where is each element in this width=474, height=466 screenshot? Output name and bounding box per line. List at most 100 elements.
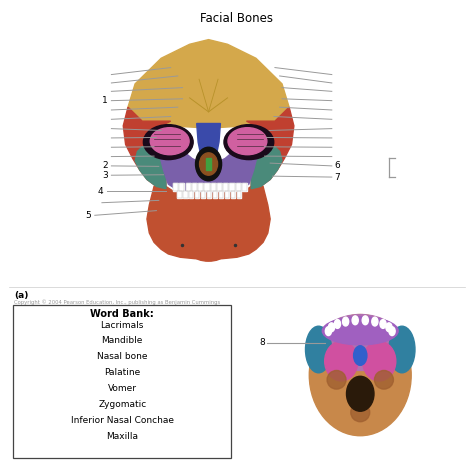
Bar bbox=[229, 183, 235, 191]
Polygon shape bbox=[251, 147, 282, 189]
Text: Inferior Nasal Conchae: Inferior Nasal Conchae bbox=[71, 416, 174, 425]
Bar bbox=[183, 191, 188, 198]
Bar bbox=[189, 191, 193, 198]
Ellipse shape bbox=[325, 327, 331, 336]
Bar bbox=[213, 191, 218, 198]
Text: Nasal bone: Nasal bone bbox=[97, 352, 147, 361]
Polygon shape bbox=[128, 40, 289, 128]
Bar bbox=[230, 191, 235, 198]
Text: 2: 2 bbox=[102, 161, 108, 171]
Bar bbox=[204, 183, 210, 191]
Ellipse shape bbox=[362, 316, 368, 325]
Text: Vomer: Vomer bbox=[108, 384, 137, 393]
Polygon shape bbox=[152, 144, 265, 192]
Bar bbox=[237, 191, 241, 198]
Polygon shape bbox=[147, 186, 270, 260]
Ellipse shape bbox=[343, 317, 349, 326]
Ellipse shape bbox=[128, 12, 289, 235]
Polygon shape bbox=[135, 147, 166, 189]
Bar bbox=[217, 183, 222, 191]
Ellipse shape bbox=[200, 153, 218, 175]
Ellipse shape bbox=[327, 370, 346, 389]
Bar bbox=[225, 191, 229, 198]
Ellipse shape bbox=[374, 370, 393, 389]
Ellipse shape bbox=[363, 341, 396, 381]
Ellipse shape bbox=[352, 316, 358, 325]
Bar bbox=[223, 183, 228, 191]
Bar bbox=[236, 183, 241, 191]
Ellipse shape bbox=[325, 341, 358, 381]
Bar bbox=[210, 183, 216, 191]
Ellipse shape bbox=[389, 326, 415, 373]
Ellipse shape bbox=[372, 317, 378, 326]
Bar bbox=[179, 183, 184, 191]
Bar bbox=[198, 183, 203, 191]
Text: 8: 8 bbox=[260, 338, 265, 347]
Text: Maxilla: Maxilla bbox=[106, 432, 138, 440]
Text: Copyright © 2004 Pearson Education, Inc., publishing as Benjamin Cummings: Copyright © 2004 Pearson Education, Inc.… bbox=[14, 299, 220, 305]
Bar bbox=[242, 183, 247, 191]
Text: Palatine: Palatine bbox=[104, 368, 140, 377]
Polygon shape bbox=[123, 107, 171, 189]
Ellipse shape bbox=[322, 317, 398, 345]
Bar bbox=[179, 183, 184, 191]
Bar bbox=[242, 183, 247, 191]
Ellipse shape bbox=[346, 377, 374, 411]
Bar bbox=[219, 191, 223, 198]
Ellipse shape bbox=[224, 124, 274, 159]
Text: (a): (a) bbox=[14, 291, 28, 300]
Bar bbox=[225, 191, 229, 198]
Bar bbox=[192, 183, 197, 191]
Ellipse shape bbox=[150, 128, 189, 155]
Bar bbox=[201, 191, 205, 198]
Text: 4: 4 bbox=[98, 186, 103, 196]
Bar bbox=[207, 191, 211, 198]
Bar bbox=[229, 183, 235, 191]
Ellipse shape bbox=[194, 250, 223, 261]
Bar bbox=[204, 183, 210, 191]
Ellipse shape bbox=[309, 315, 411, 436]
Bar bbox=[177, 191, 182, 198]
Ellipse shape bbox=[389, 327, 395, 336]
Bar bbox=[173, 183, 178, 191]
Bar bbox=[213, 191, 218, 198]
Text: Zygomatic: Zygomatic bbox=[98, 400, 146, 409]
Bar bbox=[185, 183, 191, 191]
Bar bbox=[13, 305, 231, 458]
Text: Mandible: Mandible bbox=[101, 336, 143, 345]
Polygon shape bbox=[197, 123, 220, 158]
Bar bbox=[207, 191, 211, 198]
Text: Lacrimals: Lacrimals bbox=[100, 321, 144, 329]
Bar bbox=[185, 183, 191, 191]
Ellipse shape bbox=[334, 320, 340, 329]
Text: Facial Bones: Facial Bones bbox=[201, 12, 273, 25]
Bar bbox=[173, 183, 178, 191]
Text: 1: 1 bbox=[102, 96, 108, 105]
Ellipse shape bbox=[380, 320, 386, 329]
Bar bbox=[237, 191, 241, 198]
Bar bbox=[195, 191, 200, 198]
Bar bbox=[206, 158, 211, 170]
Text: Word Bank:: Word Bank: bbox=[91, 309, 154, 319]
Text: 3: 3 bbox=[102, 171, 108, 180]
Bar bbox=[177, 191, 182, 198]
Bar bbox=[189, 191, 193, 198]
Text: 5: 5 bbox=[86, 211, 91, 220]
Text: 6: 6 bbox=[335, 161, 340, 171]
Bar bbox=[236, 183, 241, 191]
Bar bbox=[210, 183, 216, 191]
Ellipse shape bbox=[386, 323, 392, 332]
Bar bbox=[230, 191, 235, 198]
Bar bbox=[201, 191, 205, 198]
Ellipse shape bbox=[305, 326, 332, 373]
Ellipse shape bbox=[354, 346, 367, 365]
Bar bbox=[219, 191, 223, 198]
Text: 7: 7 bbox=[335, 172, 340, 182]
Bar bbox=[198, 183, 203, 191]
Ellipse shape bbox=[351, 403, 370, 422]
Bar bbox=[195, 191, 200, 198]
Bar bbox=[223, 183, 228, 191]
Ellipse shape bbox=[143, 124, 193, 159]
Ellipse shape bbox=[195, 147, 221, 181]
Ellipse shape bbox=[319, 315, 402, 370]
